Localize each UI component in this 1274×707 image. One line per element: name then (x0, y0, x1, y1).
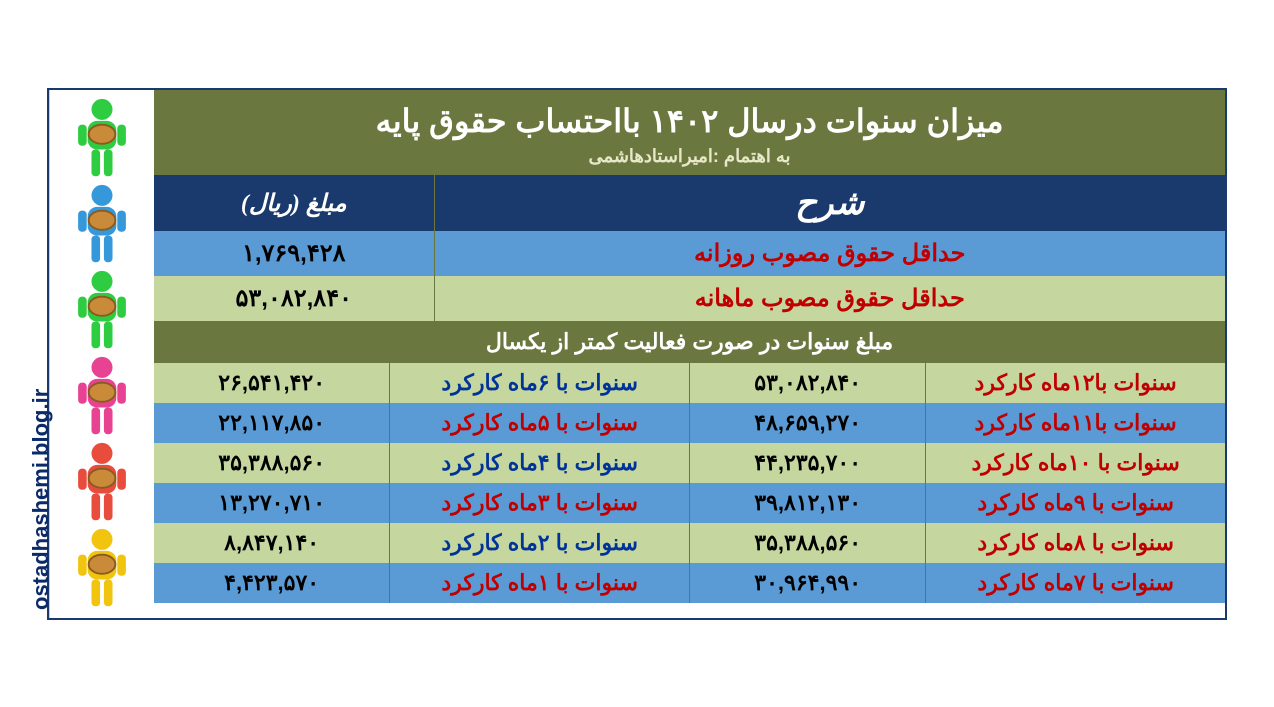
grid-label-left: سنوات با ۵ماه کارکرد (389, 403, 689, 443)
grid-value-left: ۲۶,۵۴۱,۴۲۰ (154, 363, 389, 403)
base-row: حداقل حقوق مصوب ماهانه۵۳,۰۸۲,۸۴۰ (154, 276, 1225, 321)
grid-label-left: سنوات با ۱ماه کارکرد (389, 563, 689, 603)
grid-value-left: ۳۵,۳۸۸,۵۶۰ (154, 443, 389, 483)
header-amount: مبلغ (ریال) (154, 175, 434, 231)
grid-value-right: ۳۹,۸۱۲,۱۳۰ (689, 483, 925, 523)
section-title: مبلغ سنوات در صورت فعالیت کمتر از یکسال (154, 321, 1225, 363)
grid-label-right: سنوات با ۸ماه کارکرد (925, 523, 1225, 563)
title-line2: به اهتمام :امیراستادهاشمی (162, 146, 1217, 167)
grid-label-left: سنوات با ۶ماه کارکرد (389, 363, 689, 403)
grid-row: سنوات با ۷ماه کارکرد۳۰,۹۶۴,۹۹۰سنوات با ۱… (154, 563, 1225, 603)
grid-value-right: ۴۸,۶۵۹,۲۷۰ (689, 403, 925, 443)
base-row-amount: ۱,۷۶۹,۴۲۸ (154, 231, 434, 276)
person-figure-icon (54, 182, 150, 268)
grid-label-left: سنوات با ۴ماه کارکرد (389, 443, 689, 483)
grid-label-right: سنوات با ۷ماه کارکرد (925, 563, 1225, 603)
grid-label-right: سنوات با۱۲ماه کارکرد (925, 363, 1225, 403)
grid-value-left: ۲۲,۱۱۷,۸۵۰ (154, 403, 389, 443)
grid-value-right: ۳۵,۳۸۸,۵۶۰ (689, 523, 925, 563)
base-row-amount: ۵۳,۰۸۲,۸۴۰ (154, 276, 434, 321)
title-line1: میزان سنوات درسال ۱۴۰۲ بااحتساب حقوق پای… (162, 102, 1217, 140)
sidebar-figures: ostadhashemi.blog.ir (49, 90, 154, 618)
main-table: میزان سنوات درسال ۱۴۰۲ بااحتساب حقوق پای… (154, 90, 1225, 618)
grid-label-left: سنوات با ۳ماه کارکرد (389, 483, 689, 523)
grid-value-left: ۸,۸۴۷,۱۴۰ (154, 523, 389, 563)
grid-value-right: ۵۳,۰۸۲,۸۴۰ (689, 363, 925, 403)
grid-value-left: ۱۳,۲۷۰,۷۱۰ (154, 483, 389, 523)
grid-value-right: ۳۰,۹۶۴,۹۹۰ (689, 563, 925, 603)
person-figure-icon (54, 354, 150, 440)
grid-label-right: سنوات با ۹ماه کارکرد (925, 483, 1225, 523)
person-figure-icon (54, 268, 150, 354)
base-row-desc: حداقل حقوق مصوب روزانه (434, 231, 1226, 276)
title-block: میزان سنوات درسال ۱۴۰۲ بااحتساب حقوق پای… (154, 90, 1225, 175)
document-frame: میزان سنوات درسال ۱۴۰۲ بااحتساب حقوق پای… (47, 88, 1227, 620)
person-figure-icon (54, 440, 150, 526)
grid-label-right: سنوات با۱۱ماه کارکرد (925, 403, 1225, 443)
grid-row: سنوات با ۱۰ماه کارکرد۴۴,۲۳۵,۷۰۰سنوات با … (154, 443, 1225, 483)
grid-row: سنوات با۱۱ماه کارکرد۴۸,۶۵۹,۲۷۰سنوات با ۵… (154, 403, 1225, 443)
grid-label-right: سنوات با ۱۰ماه کارکرد (925, 443, 1225, 483)
base-row-desc: حداقل حقوق مصوب ماهانه (434, 276, 1226, 321)
person-figure-icon (54, 96, 150, 182)
grid-label-left: سنوات با ۲ماه کارکرد (389, 523, 689, 563)
watermark-text: ostadhashemi.blog.ir (28, 388, 54, 609)
header-description: شرح (434, 175, 1226, 231)
person-figure-icon (54, 526, 150, 612)
base-rows: حداقل حقوق مصوب روزانه۱,۷۶۹,۴۲۸حداقل حقو… (154, 231, 1225, 321)
grid-row: سنوات با ۸ماه کارکرد۳۵,۳۸۸,۵۶۰سنوات با ۲… (154, 523, 1225, 563)
table-header: شرح مبلغ (ریال) (154, 175, 1225, 231)
grid-value-right: ۴۴,۲۳۵,۷۰۰ (689, 443, 925, 483)
grid-row: سنوات با۱۲ماه کارکرد۵۳,۰۸۲,۸۴۰سنوات با ۶… (154, 363, 1225, 403)
grid-row: سنوات با ۹ماه کارکرد۳۹,۸۱۲,۱۳۰سنوات با ۳… (154, 483, 1225, 523)
grid-rows: سنوات با۱۲ماه کارکرد۵۳,۰۸۲,۸۴۰سنوات با ۶… (154, 363, 1225, 603)
grid-value-left: ۴,۴۲۳,۵۷۰ (154, 563, 389, 603)
base-row: حداقل حقوق مصوب روزانه۱,۷۶۹,۴۲۸ (154, 231, 1225, 276)
